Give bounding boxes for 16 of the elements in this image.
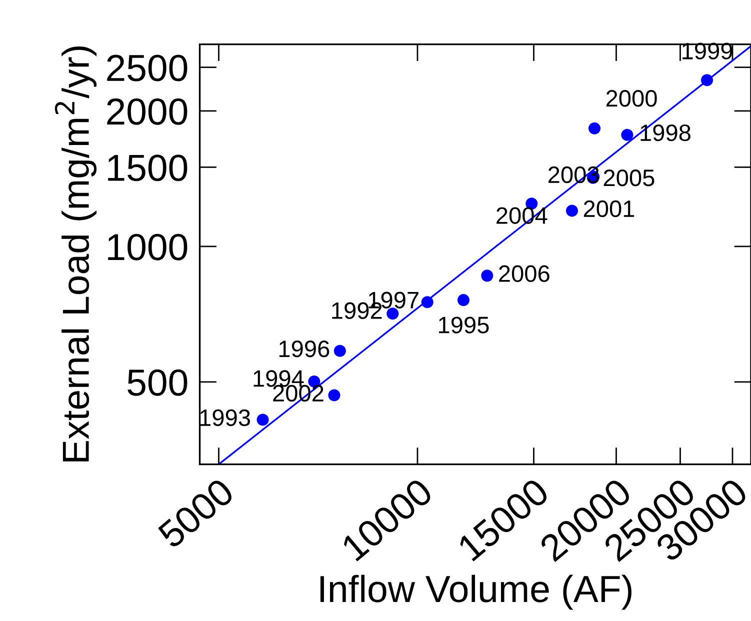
annotation: 1998 — [640, 124, 690, 142]
annotation: 2006 — [499, 265, 550, 282]
y-axis-title: External Load (mg/m$^{2}$/yr) — [54, 46, 97, 462]
annotation: 1995 — [439, 316, 489, 334]
y-tick-label: 2000 — [107, 98, 188, 125]
y-tick-label: 500 — [128, 369, 188, 396]
x-axis-title: Inflow Volume (AF) — [320, 574, 632, 610]
y-tick-label: 1500 — [108, 154, 188, 182]
annotation: 2001 — [584, 200, 634, 218]
y-tick-label: 1000 — [108, 234, 188, 260]
annotation: 1996 — [279, 340, 330, 358]
y-tick-label: 2500 — [107, 54, 188, 82]
annotation: 1994 — [254, 370, 304, 387]
annotation: 2000 — [606, 90, 657, 107]
annotation: 2005 — [604, 170, 654, 186]
annotation: 1993 — [200, 409, 250, 426]
